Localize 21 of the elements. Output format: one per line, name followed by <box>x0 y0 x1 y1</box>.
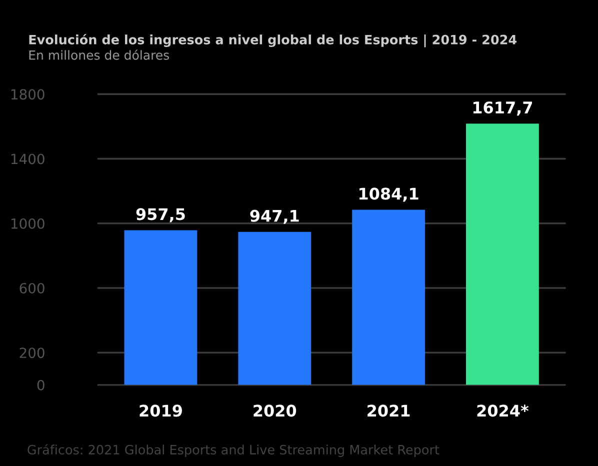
bar <box>466 124 539 385</box>
x-tick-label: 2021 <box>368 404 410 417</box>
data-label: 957,5 <box>136 208 185 222</box>
data-label: 1084,1 <box>360 188 418 202</box>
x-tick-label: 2019 <box>140 404 182 417</box>
bar <box>124 230 198 385</box>
y-tick-label: 200 <box>20 348 44 358</box>
chart-subtitle: En millones de dólares <box>29 50 170 60</box>
bar <box>238 232 312 385</box>
x-tick-label: 2024* <box>477 404 529 417</box>
y-tick-label: 0 <box>37 380 44 390</box>
y-tick-label: 1800 <box>11 89 44 100</box>
text: Gráficos: 2021 Global Esports and Live Streaming Market Report <box>28 444 440 458</box>
bar <box>352 210 425 385</box>
y-tick-label: 1000 <box>11 218 44 229</box>
data-label: 947,1 <box>250 210 299 224</box>
y-tick-label: 1400 <box>11 154 44 164</box>
y-tick-label: 600 <box>20 282 44 294</box>
data-label: 1617,7 <box>473 101 532 116</box>
chart-title: Evolución de los ingresos a nivel global de los Esports | 2019 - 2024 <box>29 34 517 48</box>
x-tick-label: 2020 <box>254 404 296 417</box>
